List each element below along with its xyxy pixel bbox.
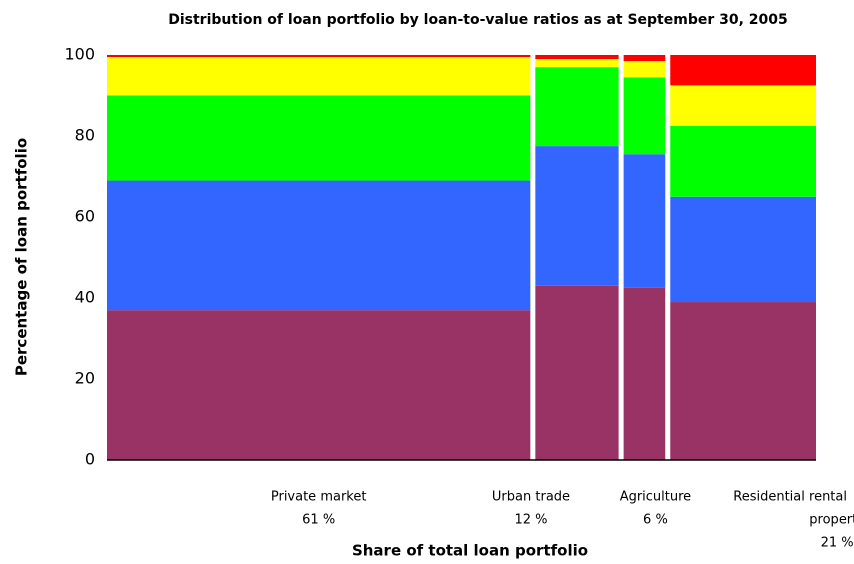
segment xyxy=(107,180,531,311)
segment xyxy=(670,302,816,460)
segment xyxy=(623,61,666,78)
segment xyxy=(670,196,816,303)
segment xyxy=(670,125,816,197)
y-tick-label: 60 xyxy=(75,207,95,226)
segment xyxy=(535,67,619,147)
share-label: 12 % xyxy=(514,513,547,528)
segment xyxy=(670,55,816,86)
segment xyxy=(107,310,531,460)
segment xyxy=(623,287,666,460)
x-tick-label: property xyxy=(809,513,854,528)
y-axis-label: Percentage of loan portfolio xyxy=(13,138,31,376)
y-tick-label: 40 xyxy=(75,288,95,307)
chart-title: Distribution of loan portfolio by loan-t… xyxy=(168,12,788,28)
x-tick-label: Urban trade xyxy=(492,490,570,505)
x-tick-label: Residential rental xyxy=(733,490,847,505)
segment xyxy=(623,154,666,288)
share-label: 21 % xyxy=(821,536,854,551)
y-tick-label: 80 xyxy=(75,126,95,145)
share-label: 6 % xyxy=(643,513,668,528)
segment xyxy=(535,59,619,68)
x-axis-label: Share of total loan portfolio xyxy=(352,542,588,560)
segment xyxy=(107,55,531,58)
segment xyxy=(670,85,816,126)
y-tick-label: 20 xyxy=(75,369,95,388)
segment xyxy=(535,55,619,60)
y-tick-label: 100 xyxy=(64,45,95,64)
y-tick-label: 0 xyxy=(85,450,95,469)
segment xyxy=(535,146,619,286)
segment xyxy=(623,55,666,62)
segment xyxy=(535,285,619,460)
segment xyxy=(107,57,531,96)
x-tick-label: Private market xyxy=(271,490,367,505)
segment xyxy=(623,77,666,155)
x-tick-label: Agriculture xyxy=(620,490,692,505)
share-label: 61 % xyxy=(302,513,335,528)
segment xyxy=(107,95,531,181)
